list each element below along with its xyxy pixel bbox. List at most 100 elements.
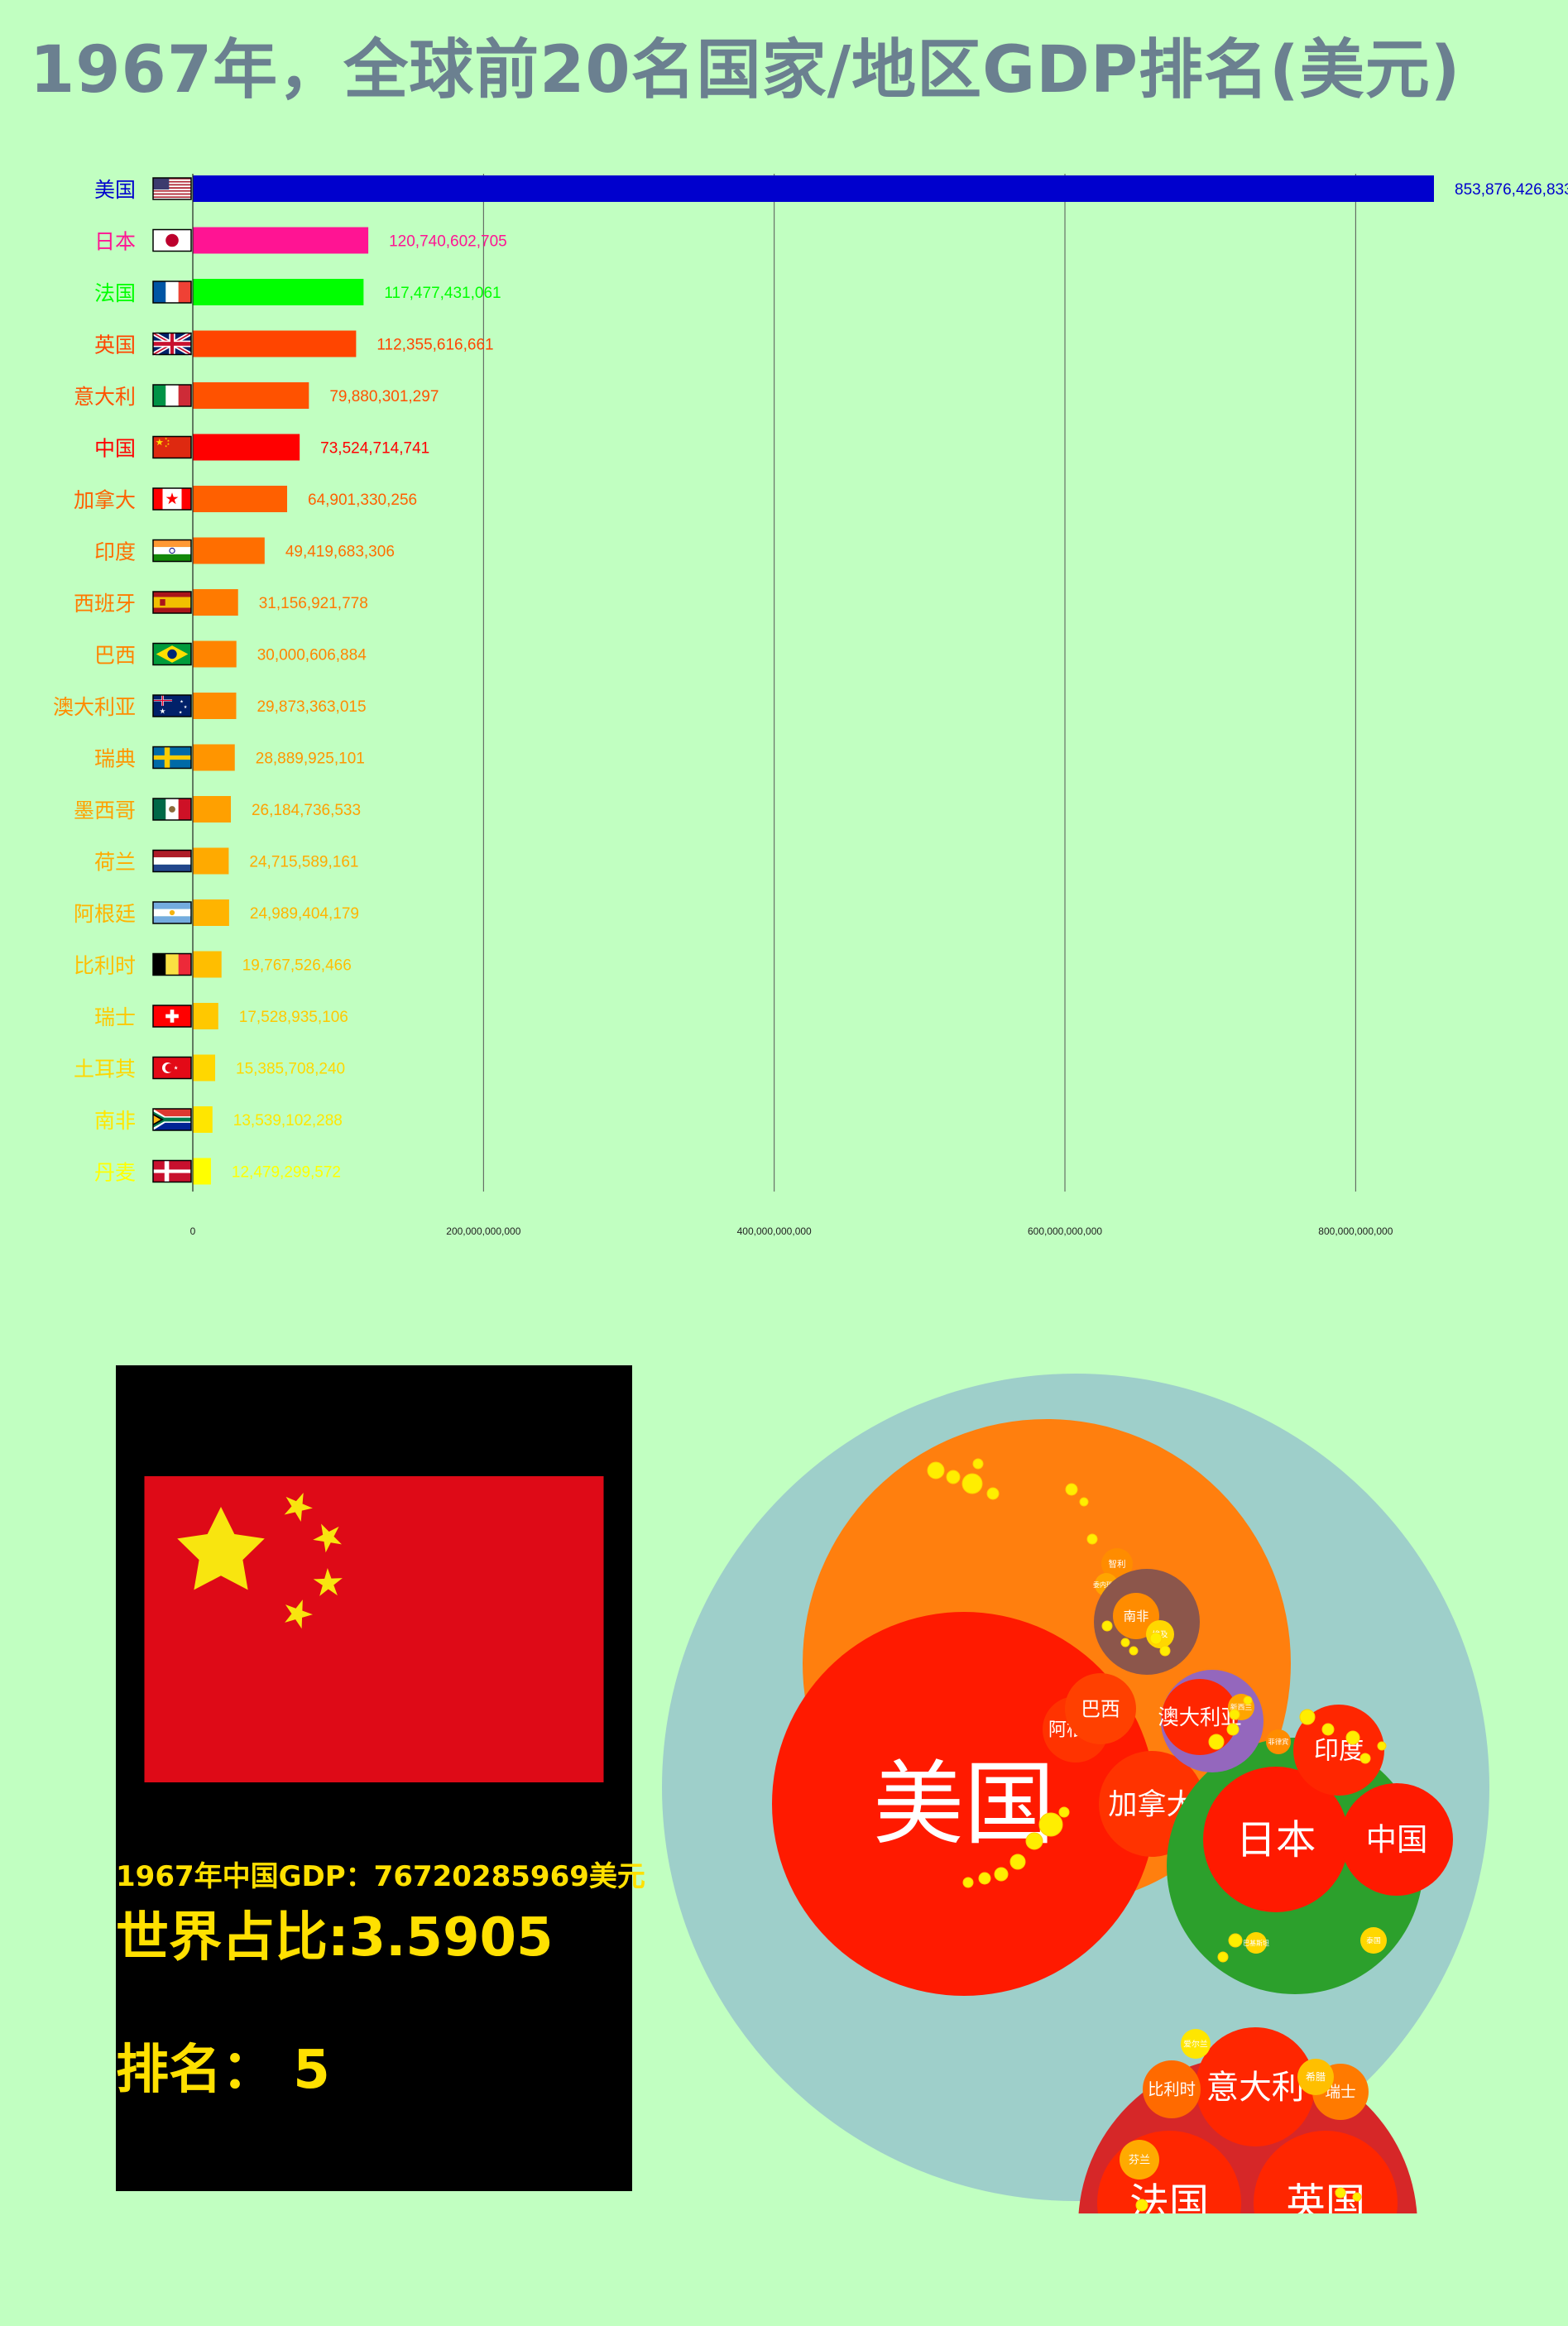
small-country-bubble <box>1321 1723 1335 1736</box>
country-bubble-label: 瑞士 <box>1325 2084 1355 2102</box>
bar-ch <box>193 1003 218 1029</box>
small-country-bubble <box>1101 1620 1113 1632</box>
bar-it <box>193 382 309 409</box>
country-bubble-label: 南非 <box>1124 1609 1149 1623</box>
flag-icon-be <box>152 952 192 976</box>
country-bubble-label: 澳大利亚 <box>1158 1705 1241 1729</box>
x-tick-label: 200,000,000,000 <box>446 1225 520 1237</box>
bar-category-label: 意大利 <box>74 385 136 409</box>
country-bubble-label: 希腊 <box>1306 2070 1326 2083</box>
bar-gb <box>193 330 357 357</box>
bar-category-label: 比利时 <box>74 954 136 978</box>
x-tick-label: 600,000,000,000 <box>1028 1225 1102 1237</box>
small-country-bubble <box>962 1877 974 1888</box>
small-country-bubble <box>1359 1753 1371 1764</box>
small-country-bubble <box>986 1487 1000 1500</box>
flag-icon-tr <box>152 1056 192 1080</box>
country-bubble-label: 美国 <box>873 1752 1055 1858</box>
bar-category-label: 澳大利亚 <box>53 695 136 719</box>
bar-category-label: 瑞典 <box>94 747 136 771</box>
bar-be <box>193 951 222 978</box>
country-bubble <box>1360 1927 1387 1954</box>
bar-au <box>193 693 237 719</box>
bar-category-label: 墨西哥 <box>74 799 136 822</box>
country-bubble <box>1181 2029 1211 2059</box>
small-country-bubble <box>961 1473 983 1494</box>
bar-es <box>193 589 238 616</box>
bar-chart: 0 200,000,000,000 400,000,000,000 600,000,0… <box>53 174 1568 1237</box>
country-bubble <box>1254 2131 1398 2213</box>
bar-mx <box>193 796 231 822</box>
country-bubble <box>1203 1767 1349 1912</box>
chart-title: 1967年，全球前20名国家/地区GDP排名(美元) <box>30 33 1461 108</box>
flag-icon-fr <box>152 281 192 304</box>
x-tick-label: 0 <box>190 1225 196 1237</box>
bar-fr <box>193 279 364 305</box>
bar-cn <box>193 434 300 461</box>
china-flag <box>144 1476 604 1782</box>
x-tick-label: 400,000,000,000 <box>737 1225 812 1237</box>
bar-category-label: 美国 <box>94 178 136 202</box>
flag-big-star <box>177 1507 265 1590</box>
small-country-bubble <box>1159 1645 1171 1657</box>
country-bubble <box>1340 1783 1453 1896</box>
info-rank-line: 排名： 5 <box>116 2040 330 2101</box>
country-bubble-label: 英国 <box>1286 2181 1365 2213</box>
small-country-bubble <box>978 1872 991 1885</box>
flag-small-star <box>284 1492 313 1523</box>
flag-icon-dk <box>152 1159 192 1183</box>
small-country-bubble <box>1065 1483 1078 1496</box>
bar-value-label: 64,901,330,256 <box>308 492 417 509</box>
country-bubble-label: 巴西 <box>1081 1697 1120 1720</box>
bar-value-label: 28,889,925,101 <box>256 751 365 768</box>
bar-category-label: 英国 <box>94 333 136 357</box>
bar-category-label: 南非 <box>94 1109 136 1133</box>
info-gdp-line: 1967年中国GDP：76720285969美元 <box>116 1860 645 1893</box>
bar-category-label: 荷兰 <box>94 851 136 875</box>
bar-category-label: 土耳其 <box>74 1057 136 1081</box>
bar-category-label: 中国 <box>94 437 136 461</box>
country-bubble-label: 意大利 <box>1206 2069 1305 2107</box>
country-bubble <box>1245 1932 1267 1954</box>
bar-value-label: 112,355,616,661 <box>376 337 493 354</box>
flag-icon-it <box>152 384 192 407</box>
small-country-bubble <box>927 1461 945 1480</box>
bar-value-label: 12,479,299,572 <box>232 1164 341 1182</box>
bar-value-label: 853,876,426,833 <box>1455 181 1568 199</box>
flag-icon-ch <box>152 1005 192 1028</box>
small-country-bubble <box>1135 2199 1148 2212</box>
bar-category-label: 加拿大 <box>74 488 136 512</box>
bar-br <box>193 640 237 668</box>
flag-icon-se <box>152 746 192 770</box>
small-country-bubble <box>1149 1632 1163 1645</box>
info-share-line: 世界占比:3.5905 <box>116 1907 554 1969</box>
flag-icon-gb <box>151 331 193 357</box>
flag-icon-mx <box>152 798 192 821</box>
country-bubble-label: 委内瑞拉 <box>1093 1580 1120 1589</box>
bar-se <box>193 744 235 771</box>
small-country-bubble <box>1299 1709 1316 1725</box>
bar-value-label: 73,524,714,741 <box>320 440 429 458</box>
flag-icon-jp <box>152 228 192 252</box>
bar-value-label: 29,873,363,015 <box>257 698 366 716</box>
country-bubble-label: 菲律宾 <box>1268 1738 1289 1746</box>
bar-category-label: 西班牙 <box>74 592 136 616</box>
bar-jp <box>193 227 369 254</box>
flag-small-star <box>313 1523 342 1553</box>
flag-icon-za <box>152 1108 192 1131</box>
bar-ca <box>193 486 288 512</box>
bar-value-label: 79,880,301,297 <box>329 388 439 405</box>
small-country-bubble <box>1079 1497 1089 1507</box>
country-bubble <box>1293 1705 1384 1796</box>
country-bubble-label: 智利 <box>1109 1559 1126 1570</box>
country-bubble <box>1101 1548 1133 1580</box>
bar-in <box>193 537 265 564</box>
bar-tr <box>193 1054 216 1081</box>
country-bubble-label: 泰国 <box>1366 1935 1381 1945</box>
small-country-bubble <box>946 1470 961 1484</box>
bar-value-label: 26,184,736,533 <box>252 802 361 819</box>
small-country-bubble <box>1120 1638 1130 1647</box>
flag-small-star <box>313 1568 343 1596</box>
country-bubble <box>1143 2060 1201 2118</box>
flag-icon-ar <box>152 901 192 924</box>
